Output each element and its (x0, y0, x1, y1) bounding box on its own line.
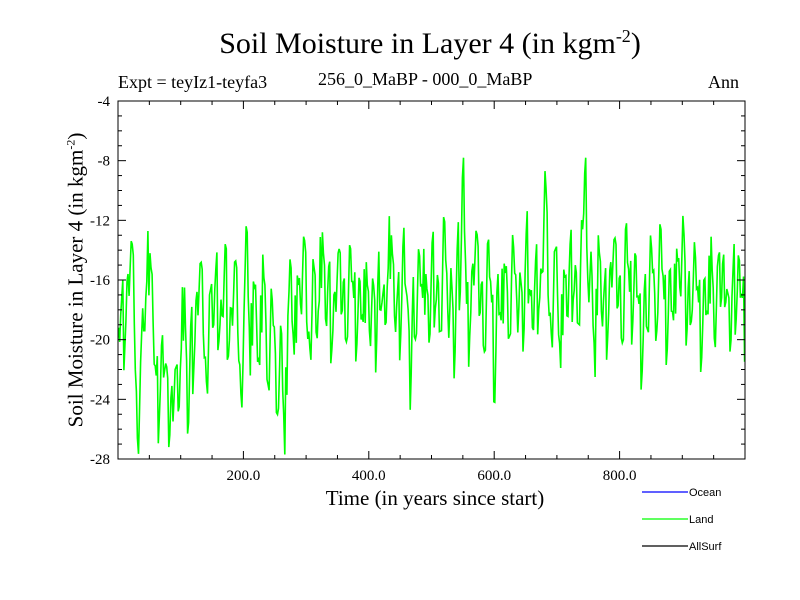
legend-label-ocean: Ocean (689, 487, 721, 499)
legend-label-allsurf: AllSurf (689, 541, 722, 553)
x-tick-label: 800.0 (603, 468, 637, 484)
x-tick-label: 200.0 (227, 468, 261, 484)
y-tick-label: -16 (90, 273, 110, 289)
season-label: Ann (708, 72, 739, 92)
x-tick-label: 400.0 (352, 468, 386, 484)
y-tick-label: -8 (98, 154, 111, 170)
period-label: 256_0_MaBP - 000_0_MaBP (318, 69, 533, 89)
y-tick-label: -12 (90, 213, 110, 229)
legend-label-land: Land (689, 514, 713, 526)
x-axis-label: Time (in years since start) (325, 486, 545, 510)
tick-layer: 200.0 400.0 600.0 800.0 -28 -24 -20 -16 -12 -8 -4 (90, 94, 745, 484)
series-layer (117, 157, 746, 455)
y-tick-label: -20 (90, 333, 110, 349)
y-tick-label: -28 (90, 452, 110, 468)
experiment-label: Expt = teyIz1-teyfa3 (118, 72, 268, 92)
x-tick-label: 600.0 (477, 468, 511, 484)
chart-title: Soil Moisture in Layer 4 (in kgm-2) (219, 26, 641, 60)
legend: Ocean Land AllSurf (642, 487, 722, 553)
y-tick-label: -24 (90, 392, 110, 408)
y-tick-label: -4 (98, 94, 111, 110)
series-line-land (117, 157, 746, 455)
